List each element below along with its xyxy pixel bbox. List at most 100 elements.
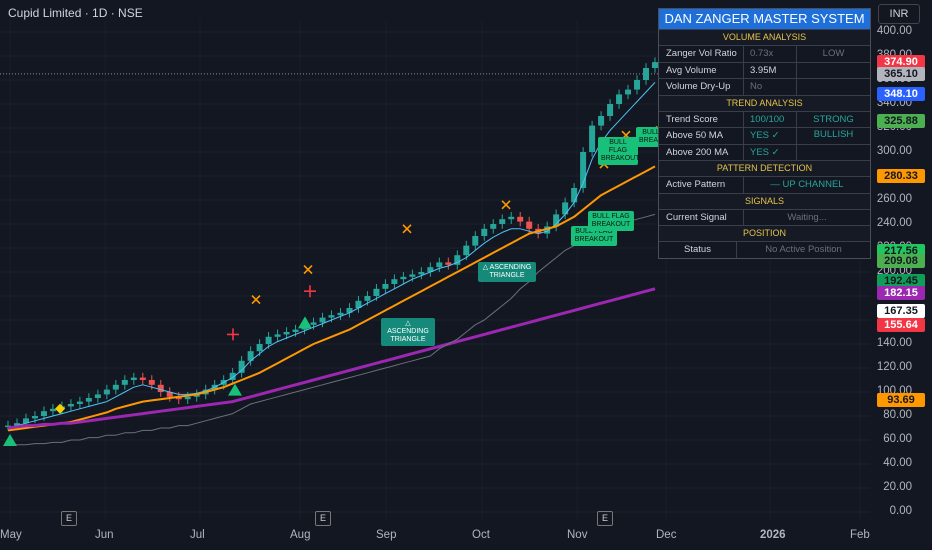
x-tick-label: Nov — [567, 529, 588, 541]
row-label: Zanger Vol Ratio — [659, 46, 744, 62]
y-tick-label: 300.00 — [876, 145, 912, 157]
panel-title: DAN ZANGER MASTER SYSTEM — [659, 9, 870, 29]
row-current-signal: Current Signal Waiting... — [659, 208, 870, 225]
price-label-pill: 365.10 — [877, 66, 925, 81]
candle — [472, 236, 479, 246]
candle — [94, 394, 101, 398]
row-label: Avg Volume — [659, 62, 744, 78]
candle — [544, 226, 551, 234]
candle — [346, 308, 353, 313]
candle — [265, 336, 272, 344]
candle — [40, 411, 47, 416]
price-label-pill: 280.33 — [877, 168, 925, 183]
sell-x-marker — [251, 295, 261, 305]
y-tick-label: 240.00 — [876, 217, 912, 229]
row-label: Volume Dry-Up — [659, 79, 744, 95]
candle — [418, 272, 425, 275]
candle — [130, 377, 137, 380]
y-tick-label: 60.00 — [883, 433, 912, 445]
candle — [157, 384, 164, 392]
row-value: YES ✓ — [744, 128, 797, 144]
candle — [283, 332, 290, 335]
price-label-pill: 209.08 — [877, 254, 925, 269]
price-label-pill: 348.10 — [877, 87, 925, 102]
candle — [238, 360, 245, 373]
pattern-label-bull-flag: BULL FLAG BREAKOUT — [588, 211, 634, 231]
y-tick-label: 140.00 — [876, 337, 912, 349]
candle — [13, 423, 20, 426]
y-tick-label: 0.00 — [889, 505, 912, 517]
candle — [634, 80, 641, 90]
row-above-200-ma: Above 200 MA YES ✓ — [659, 143, 870, 160]
candle — [490, 224, 497, 229]
candle — [292, 329, 299, 332]
candle — [274, 334, 281, 337]
section-pattern-detection: PATTERN DETECTION — [659, 160, 870, 176]
x-tick-label: 2026 — [760, 529, 786, 541]
buy-signal-marker — [298, 316, 312, 329]
price-label-pill: 192.45 — [877, 274, 925, 289]
pattern-label-ascending: △ ASCENDING TRIANGLE — [478, 262, 536, 282]
candle — [85, 398, 92, 402]
section-volume-analysis: VOLUME ANALYSIS — [659, 29, 870, 45]
candle — [463, 245, 470, 256]
row-label: Above 200 MA — [659, 144, 744, 160]
candle — [364, 296, 371, 301]
candle — [328, 315, 335, 318]
price-label-pill: 167.35 — [877, 304, 925, 319]
y-tick-label: 20.00 — [883, 481, 912, 493]
candle — [517, 216, 524, 222]
x-tick-label: May — [0, 529, 22, 541]
buy-signal-marker — [3, 434, 17, 446]
currency-selector[interactable]: INR — [878, 4, 920, 24]
cross-marker — [227, 328, 239, 341]
pattern-label-bull-flag: BULL FLAG BREAKOUT — [598, 137, 640, 165]
candle — [652, 62, 658, 68]
pattern-label-bull-flag: BULL FLAG BREAKOUT — [571, 226, 617, 246]
price-label-pill: 182.15 — [877, 286, 925, 301]
earnings-marker[interactable]: E — [315, 511, 331, 526]
candle — [643, 68, 650, 80]
row-label: Current Signal — [659, 209, 744, 225]
sell-x-marker — [402, 224, 412, 234]
row-status: STRONG BULLISH — [813, 113, 854, 141]
candle — [355, 300, 362, 308]
row-label: Status — [659, 242, 737, 258]
x-tick-label: Feb — [850, 529, 870, 541]
earnings-marker[interactable]: E — [597, 511, 613, 526]
candle — [121, 380, 128, 385]
candle — [256, 344, 263, 352]
candle — [166, 392, 173, 397]
row-value: No Active Position — [765, 244, 842, 255]
pattern-label-ascending: △ ASCENDING TRIANGLE — [381, 318, 435, 346]
candle — [616, 94, 623, 104]
y-tick-label: 400.00 — [876, 25, 912, 37]
earnings-marker[interactable]: E — [61, 511, 77, 526]
row-trend-score: Trend Score 100/100 STRONG BULLISH — [659, 110, 870, 141]
candle — [5, 425, 11, 428]
candle — [454, 255, 461, 265]
x-tick-label: Jul — [190, 529, 205, 541]
chart-title: Cupid Limited · 1D · NSE — [8, 6, 143, 20]
candle — [148, 380, 155, 385]
x-tick-label: Aug — [290, 529, 311, 541]
candle — [337, 312, 344, 316]
candle — [175, 396, 182, 400]
candle — [193, 394, 200, 397]
cross-marker — [304, 285, 316, 298]
candle — [373, 288, 380, 296]
candle — [445, 262, 452, 265]
buy-signal-marker — [228, 383, 242, 396]
candle — [76, 401, 83, 404]
row-value: Waiting... — [787, 211, 827, 223]
x-tick-label: Oct — [472, 529, 490, 541]
candle — [103, 389, 110, 395]
row-volume-dry-up: Volume Dry-Up No — [659, 78, 870, 95]
row-zanger-vol-ratio: Zanger Vol Ratio 0.73x LOW — [659, 45, 870, 62]
row-above-50-ma: Above 50 MA YES ✓ — [659, 127, 870, 144]
x-tick-label: Dec — [656, 529, 677, 541]
zanger-system-panel: DAN ZANGER MASTER SYSTEM VOLUME ANALYSIS… — [658, 8, 871, 259]
row-value: 3.95M — [744, 62, 797, 78]
candle — [508, 216, 515, 220]
section-trend-analysis: TREND ANALYSIS — [659, 94, 870, 111]
